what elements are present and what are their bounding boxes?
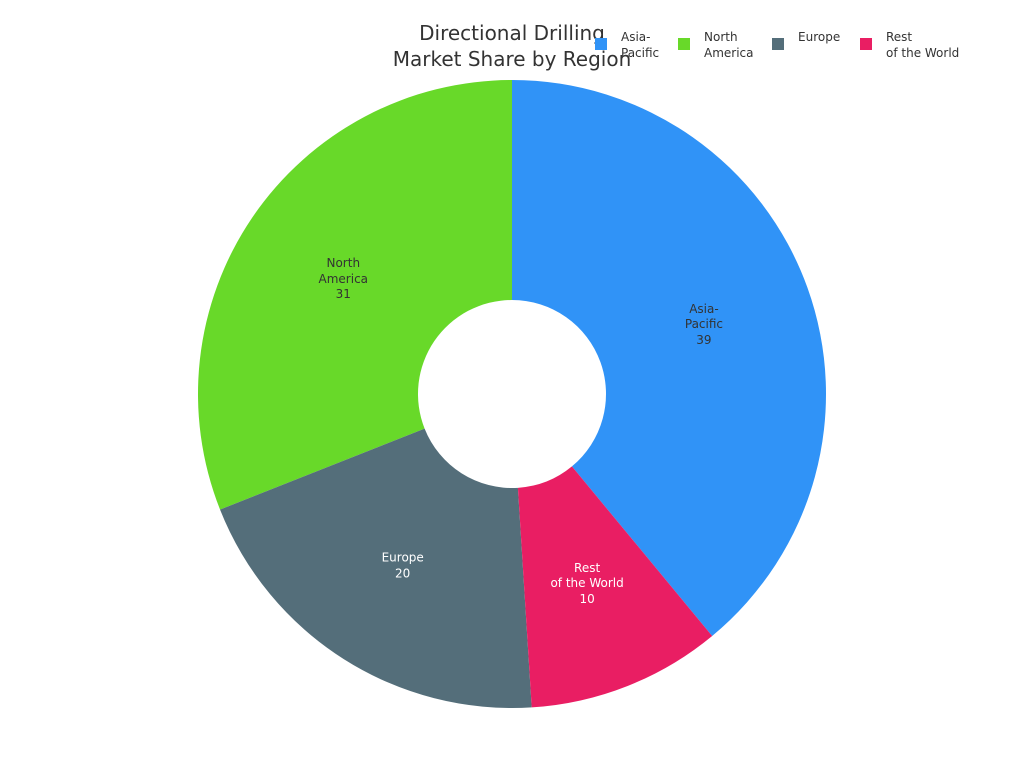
slice-label: Rest of the World 10 xyxy=(550,560,623,607)
slice-label-name: Asia- Pacific xyxy=(684,301,724,332)
slice xyxy=(197,80,512,510)
legend-item: North America xyxy=(678,30,754,61)
legend-swatch xyxy=(772,38,784,50)
slice xyxy=(220,428,532,708)
legend-item: Rest of the World xyxy=(860,30,959,61)
legend-swatch xyxy=(678,38,690,50)
slice-label: Europe 20 xyxy=(382,551,424,582)
legend-swatch xyxy=(860,38,872,50)
legend-item: Asia- Pacific xyxy=(595,30,659,61)
slice xyxy=(517,466,713,708)
legend-item: Europe xyxy=(772,30,840,50)
slice-label-value: 10 xyxy=(579,591,595,606)
legend-swatch xyxy=(595,38,607,50)
slice-label-value: 20 xyxy=(395,566,411,581)
slice-label-name: Rest of the World xyxy=(550,560,624,590)
slice xyxy=(512,80,826,636)
slice-label-name: North America xyxy=(318,256,369,286)
slice-label-name: Europe xyxy=(381,550,424,565)
slice-label-value: 39 xyxy=(696,332,712,347)
slice-label: Asia- Pacific 39 xyxy=(685,302,723,349)
chart-title: Directional Drilling Market Share by Reg… xyxy=(392,21,632,71)
slice-label-value: 31 xyxy=(335,287,351,302)
slice-label: North America 31 xyxy=(319,256,369,303)
